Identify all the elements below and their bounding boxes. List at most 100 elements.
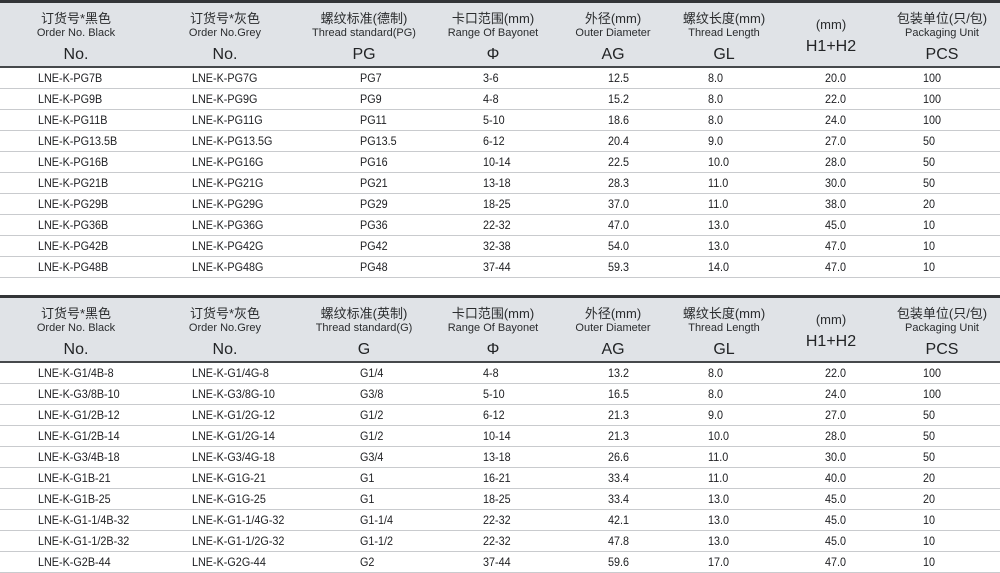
cell-h1-h2: 47.0 xyxy=(778,256,884,278)
cell-order-no-grey: LNE-K-PG7G xyxy=(152,67,298,89)
cell-value: 50 xyxy=(923,429,936,443)
cell-value: 42.1 xyxy=(608,513,630,527)
cell-thread-standard: G3/4 xyxy=(298,446,430,468)
cell-order-no-grey: LNE-K-G1G-21 xyxy=(152,467,298,489)
header-label-en: Outer Diameter xyxy=(575,322,651,334)
table-row: LNE-K-PG7B LNE-K-PG7G PG7 3-6 12.5 8.0 20.0 100 xyxy=(0,67,1000,89)
header-label-cn: 螺纹标准(英制) xyxy=(320,306,408,321)
cell-value: LNE-K-PG13.5B xyxy=(38,134,118,148)
cell-thread-length: 14.0 xyxy=(670,256,778,278)
cell-value: 18.6 xyxy=(608,113,630,127)
cell-order-no-grey: LNE-K-G1/4G-8 xyxy=(152,362,298,384)
cell-bayonet-range: 5-10 xyxy=(430,109,556,131)
table-row: LNE-K-G1/2B-12 LNE-K-G1/2G-12 G1/2 6-12 21.3… xyxy=(0,404,1000,426)
cell-value: LNE-K-G1-1/2G-32 xyxy=(192,534,285,548)
cell-outer-diameter: 20.4 xyxy=(556,130,670,152)
header-code: H1+H2 xyxy=(805,333,857,350)
header-code: H1+H2 xyxy=(805,38,857,55)
cell-packaging-unit: 100 xyxy=(884,383,1000,405)
column-header-order-no-grey: 订货号*灰色 Order No.Grey No. xyxy=(152,0,298,68)
header-label-cn: 订货号*灰色 xyxy=(189,306,261,321)
cell-outer-diameter: 15.2 xyxy=(556,88,670,110)
cell-thread-length: 8.0 xyxy=(670,383,778,405)
cell-bayonet-range: 22-32 xyxy=(430,509,556,531)
cell-value: 16.5 xyxy=(608,387,630,401)
cell-value: 11.0 xyxy=(708,471,729,485)
column-header-order-no-black: 订货号*黑色 Order No. Black No. xyxy=(0,0,152,68)
header-code: GL xyxy=(713,341,735,358)
cell-bayonet-range: 13-18 xyxy=(430,446,556,468)
cell-bayonet-range: 6-12 xyxy=(430,404,556,426)
cell-value: 15.2 xyxy=(608,92,630,106)
cell-value: 59.6 xyxy=(608,555,630,569)
cell-thread-length: 13.0 xyxy=(670,214,778,236)
cell-packaging-unit: 10 xyxy=(884,214,1000,236)
cell-order-no-grey: LNE-K-PG29G xyxy=(152,193,298,215)
cell-bayonet-range: 10-14 xyxy=(430,151,556,173)
cell-packaging-unit: 100 xyxy=(884,362,1000,384)
cell-value: 28.3 xyxy=(608,176,630,190)
cell-value: 4-8 xyxy=(483,92,499,106)
header-row: 订货号*黑色 Order No. Black No. 订货号*灰色 Order No.G… xyxy=(0,0,1000,68)
cell-outer-diameter: 26.6 xyxy=(556,446,670,468)
cell-thread-standard: PG48 xyxy=(298,256,430,278)
cell-thread-length: 11.0 xyxy=(670,193,778,215)
cell-h1-h2: 28.0 xyxy=(778,425,884,447)
cell-value: 13-18 xyxy=(483,176,511,190)
cell-value: 22-32 xyxy=(483,218,511,232)
cell-value: 20 xyxy=(923,492,936,506)
cell-value: PG13.5 xyxy=(360,134,397,148)
cell-value: G1-1/4 xyxy=(360,513,394,527)
table-row: LNE-K-PG42B LNE-K-PG42G PG42 32-38 54.0 13.0 4… xyxy=(0,235,1000,257)
cell-value: PG11 xyxy=(360,113,387,127)
cell-h1-h2: 38.0 xyxy=(778,193,884,215)
cell-bayonet-range: 10-14 xyxy=(430,425,556,447)
table-row: LNE-K-PG11B LNE-K-PG11G PG11 5-10 18.6 8.0 24.… xyxy=(0,109,1000,131)
header-code: AG xyxy=(601,341,625,358)
cell-outer-diameter: 59.3 xyxy=(556,256,670,278)
cell-value: 30.0 xyxy=(825,450,847,464)
column-header-outer-diameter: 外径(mm) Outer Diameter AG xyxy=(556,295,670,363)
cell-thread-standard: PG9 xyxy=(298,88,430,110)
cell-order-no-black: LNE-K-G2B-44 xyxy=(0,551,152,573)
header-label-cn: 螺纹长度(mm) xyxy=(682,306,766,321)
cell-order-no-grey: LNE-K-PG13.5G xyxy=(152,130,298,152)
header-code: PCS xyxy=(925,46,959,63)
cell-thread-standard: G1 xyxy=(298,488,430,510)
cell-value: PG7 xyxy=(360,71,382,85)
cell-value: 59.3 xyxy=(608,260,630,274)
cell-order-no-black: LNE-K-G1/2B-14 xyxy=(0,425,152,447)
cell-value: LNE-K-PG11G xyxy=(192,113,263,127)
cell-outer-diameter: 16.5 xyxy=(556,383,670,405)
cell-order-no-black: LNE-K-PG11B xyxy=(0,109,152,131)
cell-bayonet-range: 3-6 xyxy=(430,67,556,89)
cell-value: 12.5 xyxy=(608,71,630,85)
cell-thread-standard: G1/2 xyxy=(298,425,430,447)
cell-thread-length: 10.0 xyxy=(670,151,778,173)
cell-value: LNE-K-G3/4B-18 xyxy=(38,450,120,464)
cell-outer-diameter: 21.3 xyxy=(556,404,670,426)
cell-value: 13.0 xyxy=(708,492,730,506)
cell-order-no-black: LNE-K-PG9B xyxy=(0,88,152,110)
cell-value: 22-32 xyxy=(483,513,511,527)
cell-order-no-black: LNE-K-PG7B xyxy=(0,67,152,89)
cell-thread-standard: PG13.5 xyxy=(298,130,430,152)
column-header-thread-standard: 螺纹标准(英制) Thread standard(G) G xyxy=(298,295,430,363)
cell-value: LNE-K-G3/8G-10 xyxy=(192,387,275,401)
table-row: LNE-K-PG13.5B LNE-K-PG13.5G PG13.5 6-12 20.4… xyxy=(0,130,1000,152)
header-code: Φ xyxy=(486,341,500,358)
cell-value: 10 xyxy=(923,218,936,232)
cell-order-no-black: LNE-K-PG48B xyxy=(0,256,152,278)
cell-order-no-grey: LNE-K-G1-1/2G-32 xyxy=(152,530,298,552)
cell-packaging-unit: 20 xyxy=(884,488,1000,510)
cell-value: 45.0 xyxy=(825,534,847,548)
cell-outer-diameter: 28.3 xyxy=(556,172,670,194)
cell-value: 50 xyxy=(923,450,936,464)
table-row: LNE-K-G1B-25 LNE-K-G1G-25 G1 18-25 33.4 13.0 4… xyxy=(0,488,1000,510)
cell-value: 100 xyxy=(923,92,942,106)
cell-thread-length: 8.0 xyxy=(670,67,778,89)
column-header-bayonet-range: 卡口范围(mm) Range Of Bayonet Φ xyxy=(430,0,556,68)
cell-packaging-unit: 10 xyxy=(884,530,1000,552)
header-label-en: Packaging Unit xyxy=(905,27,979,39)
